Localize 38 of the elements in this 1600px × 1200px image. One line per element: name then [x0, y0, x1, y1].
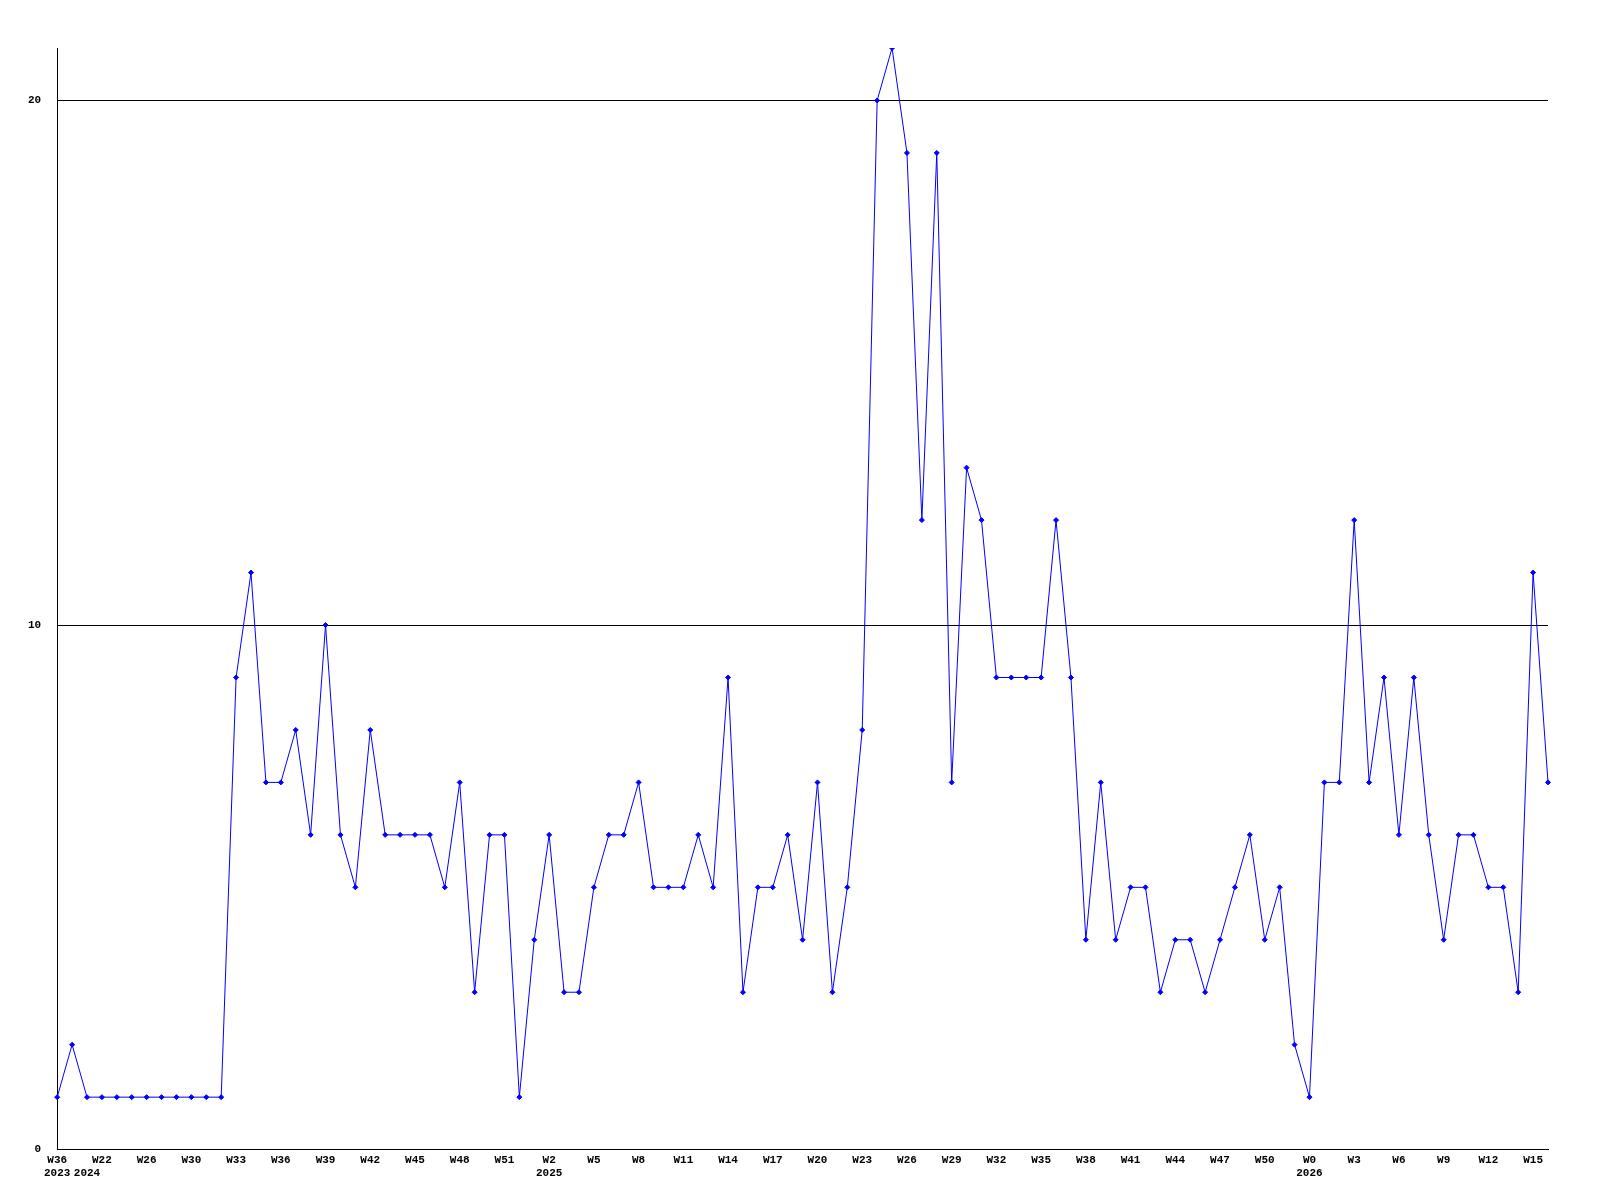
x-tick-label: W8	[632, 1153, 646, 1166]
x-tick-label: W48	[449, 1153, 471, 1166]
x-tick-label: W23	[852, 1153, 873, 1166]
x-tick-label: W35	[1031, 1153, 1052, 1166]
x-tick-label: W11	[673, 1153, 694, 1166]
y-tick-label: 0	[34, 1143, 42, 1156]
x-tick-label: W38	[1075, 1153, 1097, 1166]
x-tick-label: W14	[718, 1153, 739, 1166]
x-tick-label: W51	[494, 1153, 515, 1166]
x-tick-label: W26	[136, 1153, 157, 1166]
x-tick-label: W20	[807, 1153, 828, 1166]
x-tick-label: W42	[360, 1153, 381, 1166]
x-tick-label: W6	[1392, 1153, 1406, 1166]
x-tick-label: 2024	[73, 1167, 101, 1180]
x-tick-label: W9	[1437, 1153, 1451, 1166]
x-tick-label: W5	[587, 1153, 601, 1166]
y-tick-label: 10	[28, 618, 42, 631]
x-tick-label: W36 2023	[44, 1153, 71, 1180]
x-tick-label: W41	[1120, 1153, 1141, 1166]
x-tick-label: W45	[405, 1153, 426, 1166]
x-tick-label: W2 2025	[535, 1153, 563, 1180]
x-tick-label: W44	[1165, 1153, 1186, 1166]
x-tick-label: W50	[1254, 1153, 1275, 1166]
x-tick-label: W33	[226, 1153, 247, 1166]
x-tick-label: W30	[181, 1153, 202, 1166]
x-tick-label: W39	[315, 1153, 336, 1166]
x-tick-label: W22	[92, 1153, 112, 1166]
x-tick-label: W15	[1523, 1153, 1544, 1166]
y-tick-label: 20	[28, 94, 42, 107]
x-tick-label: W36	[270, 1153, 291, 1166]
x-tick-label: W3	[1347, 1153, 1362, 1166]
x-tick-label: W12	[1478, 1153, 1499, 1166]
x-tick-label: W29	[941, 1153, 962, 1166]
x-tick-label: W17	[762, 1153, 783, 1166]
x-tick-label: W32	[986, 1153, 1007, 1166]
x-tick-label: W0 2026	[1296, 1153, 1323, 1180]
x-tick-label: W47	[1210, 1153, 1230, 1166]
x-tick-label: W26	[897, 1153, 917, 1166]
